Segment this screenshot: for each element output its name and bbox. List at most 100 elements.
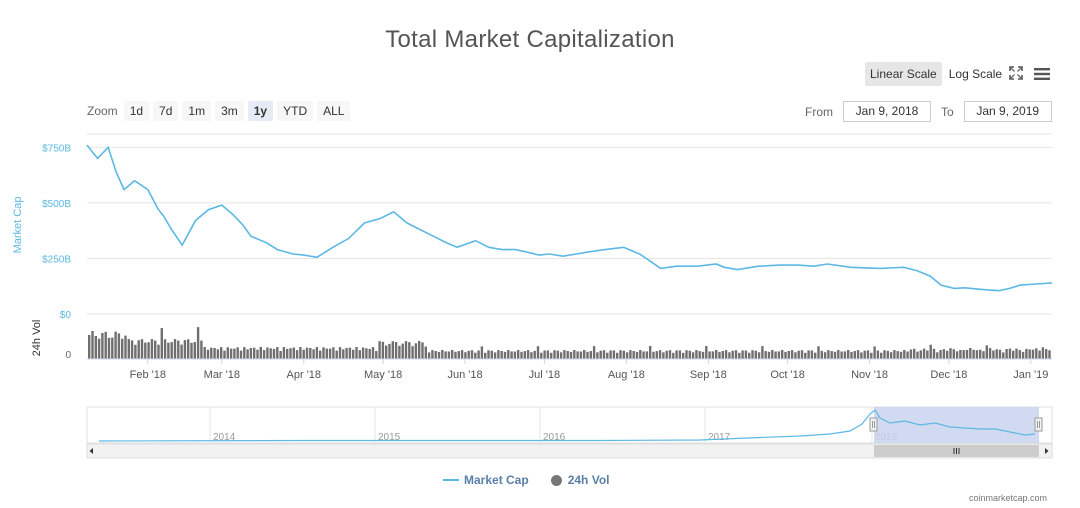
volume-bar	[243, 347, 246, 359]
volume-bar	[187, 339, 190, 359]
volume-bar	[606, 352, 609, 359]
volume-bar	[424, 346, 427, 359]
volume-bar	[355, 347, 358, 359]
volume-bar	[886, 350, 889, 359]
volume-bar	[784, 351, 787, 359]
volume-bar	[457, 351, 460, 359]
volume-bar	[909, 349, 913, 359]
volume-bar	[790, 350, 794, 359]
navigator[interactable]: 20142015201620172018	[86, 406, 1053, 444]
volume-bar	[728, 352, 731, 359]
linear-scale-button[interactable]: Linear Scale	[865, 62, 942, 86]
volume-bar	[787, 351, 790, 359]
volume-bar	[286, 348, 289, 359]
y-axis-ticks: $0 $250B $500B $750B	[42, 143, 71, 321]
volume-bar	[919, 350, 922, 359]
to-date-input[interactable]: Jan 9, 2019	[963, 101, 1052, 122]
volume-bar	[190, 342, 193, 359]
scrollbar-track[interactable]	[86, 443, 1053, 459]
volume-bar	[385, 345, 388, 359]
volume-bar	[375, 351, 378, 359]
zoom-7d-button[interactable]: 7d	[153, 101, 179, 121]
volume-bar	[550, 352, 553, 359]
volume-bar	[394, 342, 398, 359]
volume-bar	[107, 337, 111, 359]
volume-bar	[111, 337, 114, 359]
volume-bar	[279, 351, 282, 359]
fullscreen-icon[interactable]	[1009, 66, 1023, 80]
volume-bar	[1035, 348, 1038, 359]
volume-bar	[523, 351, 526, 359]
volume-bar	[876, 350, 880, 359]
navigator-scrollbar[interactable]	[86, 443, 1053, 459]
volume-bar	[724, 350, 728, 359]
volume-bar	[893, 350, 896, 359]
volume-bar	[718, 351, 721, 359]
volume-bar	[579, 351, 583, 359]
volume-bar	[447, 351, 451, 359]
volume-bar	[368, 348, 371, 359]
volume-bar	[573, 350, 576, 359]
volume-bar	[510, 351, 513, 359]
volume-bar	[173, 339, 177, 359]
volume-bar	[612, 350, 616, 359]
volume-bar	[781, 350, 784, 359]
volume-bar	[804, 352, 807, 359]
volume-bar	[972, 349, 975, 359]
navigator-line	[98, 409, 1036, 442]
volume-bar	[982, 351, 985, 359]
volume-bar	[292, 347, 295, 359]
navigator-selection[interactable]	[874, 407, 1039, 443]
scroll-left-arrow-icon[interactable]	[89, 448, 94, 454]
volume-bar	[642, 351, 645, 359]
volume-bar	[629, 350, 632, 359]
volume-bar	[596, 352, 599, 359]
volume-bar	[487, 350, 490, 359]
volume-bar	[117, 333, 121, 359]
x-tick-label: Apr '18	[287, 369, 322, 381]
volume-bar	[1041, 347, 1045, 359]
legend-market-cap[interactable]: Market Cap	[464, 473, 529, 487]
volume-bar	[398, 345, 401, 359]
volume-bar	[421, 342, 424, 359]
volume-bar	[949, 348, 952, 359]
zoom-all-button[interactable]: ALL	[317, 101, 351, 121]
volume-bar	[154, 340, 157, 359]
log-scale-button[interactable]: Log Scale	[948, 67, 1003, 81]
volume-bar	[437, 351, 441, 359]
volume-bar	[797, 350, 800, 359]
volume-bar	[328, 348, 332, 359]
volume-bar	[586, 351, 589, 359]
hamburger-menu-icon[interactable]	[1034, 67, 1050, 81]
volume-bar	[177, 340, 180, 359]
volume-bar	[282, 347, 286, 359]
volume-bar	[1015, 348, 1018, 359]
navigator-right-handle[interactable]	[1034, 417, 1043, 432]
zoom-ytd-button[interactable]: YTD	[277, 101, 314, 121]
volume-bar	[952, 349, 955, 359]
scroll-right-arrow-icon[interactable]	[1045, 448, 1049, 454]
zoom-1m-button[interactable]: 1m	[182, 101, 212, 121]
volume-bar	[150, 339, 154, 359]
volume-bar	[315, 347, 319, 359]
volume-bar	[361, 347, 365, 359]
volume-bar	[130, 340, 134, 359]
volume-bar	[124, 335, 127, 359]
volume-bar	[507, 350, 510, 359]
zoom-3m-button[interactable]: 3m	[215, 101, 244, 121]
volume-bar	[431, 350, 434, 359]
volume-bar	[427, 352, 431, 359]
volume-bar	[767, 351, 771, 359]
zoom-1y-button[interactable]: 1y	[247, 101, 274, 121]
volume-bar	[236, 347, 239, 359]
zoom-1d-button[interactable]: 1d	[123, 101, 150, 121]
volume-bar	[873, 346, 876, 359]
from-date-input[interactable]: Jan 9, 2018	[843, 101, 931, 122]
navigator-year-label: 2017	[708, 432, 731, 443]
volume-bar	[764, 351, 767, 359]
volume-bar	[490, 350, 493, 359]
navigator-left-handle[interactable]	[869, 417, 878, 432]
legend-24h-vol[interactable]: 24h Vol	[567, 473, 610, 487]
volume-bar	[121, 338, 124, 359]
volume-bar	[616, 352, 619, 359]
